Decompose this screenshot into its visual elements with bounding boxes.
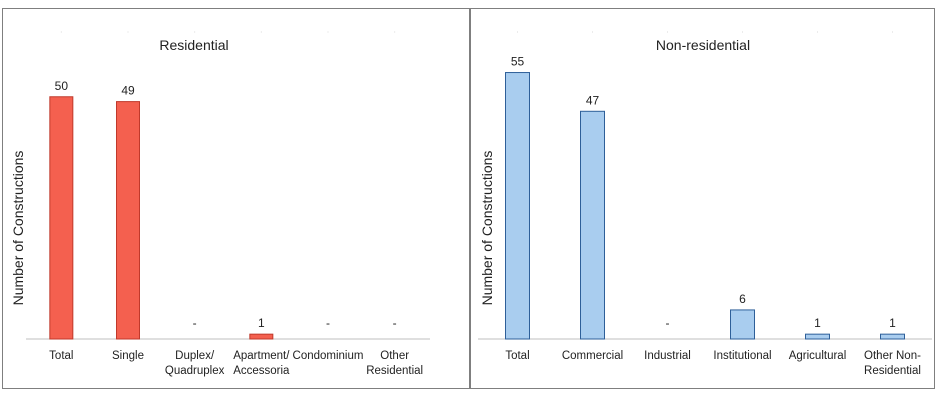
chart-panel-2: Non-residential Number of Constructions 55…: [478, 31, 932, 377]
y-axis-label: Number of Constructions: [479, 151, 495, 306]
bar-institutional: [730, 309, 755, 340]
x-tick-label: Other Non-Residential: [864, 350, 921, 377]
x-tick-label: Institutional: [713, 350, 771, 362]
data-label: 1: [889, 316, 896, 330]
x-tick-label: Duplex/Quadruplex: [165, 350, 225, 377]
bar-agricultural: [805, 333, 830, 340]
chart-frame: [2, 8, 935, 389]
x-tick-label: Single: [112, 350, 144, 362]
bar-total: [49, 96, 74, 340]
bar-commercial: [580, 110, 605, 340]
x-tick-label: Total: [49, 350, 73, 362]
bar-apartment-accessoria: [249, 333, 274, 340]
bar-other-non-residential: [880, 333, 905, 340]
x-tick-label: Apartment/Accessoria: [233, 350, 290, 377]
data-label: -: [393, 316, 397, 330]
data-label: 6: [739, 292, 746, 306]
x-tick-label: Condominium: [293, 350, 364, 362]
x-tick-label: Agricultural: [789, 350, 847, 362]
x-tick-label: Commercial: [562, 350, 623, 362]
chart-panel-1: Residential Number of Constructions 50 Tota…: [10, 31, 430, 377]
data-label: 55: [511, 55, 525, 69]
y-axis-label: Number of Constructions: [10, 151, 26, 306]
data-label: -: [666, 316, 670, 330]
data-label: -: [326, 316, 330, 330]
chart-title: Residential: [159, 37, 228, 53]
x-tick-label: Total: [505, 350, 529, 362]
x-tick-label: Industrial: [644, 350, 691, 362]
bar-single: [116, 101, 140, 340]
data-label: 49: [121, 84, 135, 98]
data-label: -: [193, 316, 197, 330]
panel-divider: [469, 8, 471, 389]
data-label: 1: [258, 316, 265, 330]
data-label: 47: [586, 93, 600, 107]
x-tick-label: Other Residential: [366, 350, 423, 377]
bar-total: [505, 72, 530, 340]
data-label: 1: [814, 316, 821, 330]
chart-title: Non-residential: [656, 37, 750, 53]
data-label: 50: [55, 79, 69, 93]
